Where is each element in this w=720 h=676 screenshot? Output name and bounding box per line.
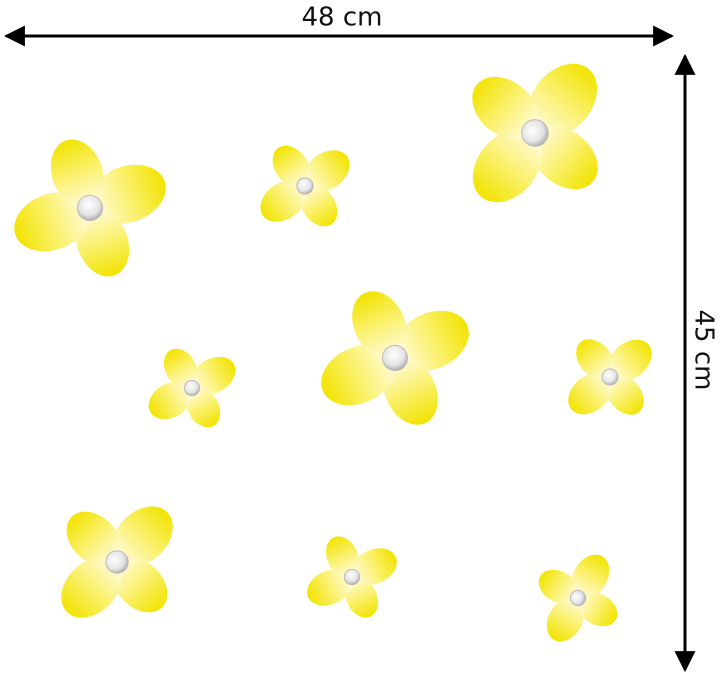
height-label: 45 cm xyxy=(689,310,719,391)
petal xyxy=(50,139,105,208)
petal xyxy=(112,506,173,567)
gem xyxy=(343,568,361,586)
flower xyxy=(568,339,652,415)
gem xyxy=(105,550,129,574)
flower xyxy=(321,291,469,425)
petal xyxy=(191,356,236,395)
petal xyxy=(14,192,90,252)
flower xyxy=(14,139,166,277)
petal xyxy=(527,63,598,138)
petal xyxy=(607,339,652,382)
petal xyxy=(260,180,307,222)
gem xyxy=(296,177,314,195)
petal xyxy=(531,126,598,190)
petal xyxy=(344,576,379,618)
gem xyxy=(381,344,409,372)
flower xyxy=(148,348,236,428)
petal xyxy=(272,145,311,188)
petal xyxy=(75,208,130,277)
petal xyxy=(568,372,613,415)
petal xyxy=(163,348,198,389)
width-label: 48 cm xyxy=(302,3,383,33)
gem xyxy=(569,589,587,607)
gem xyxy=(601,368,619,386)
petal xyxy=(303,150,350,192)
petal xyxy=(383,357,438,425)
petal xyxy=(352,291,407,359)
petal xyxy=(577,592,618,627)
petal xyxy=(394,310,469,372)
petal xyxy=(307,569,353,606)
gem xyxy=(183,379,201,397)
gem xyxy=(521,119,549,147)
petal xyxy=(325,536,360,578)
flower xyxy=(307,536,397,618)
petal xyxy=(66,511,122,567)
flower xyxy=(538,554,618,642)
flower xyxy=(260,145,350,227)
petal xyxy=(472,128,543,203)
petal xyxy=(90,164,166,224)
petal xyxy=(571,554,610,599)
petal xyxy=(321,344,396,406)
petal xyxy=(351,548,397,585)
petal xyxy=(472,76,539,140)
flowers xyxy=(14,63,652,642)
petal xyxy=(576,339,614,380)
petal xyxy=(61,557,122,618)
petal xyxy=(299,184,338,227)
flower xyxy=(61,506,173,618)
petal xyxy=(606,374,644,415)
petal xyxy=(112,557,168,613)
flower xyxy=(472,63,598,203)
petal xyxy=(186,387,221,428)
petal xyxy=(148,381,193,420)
gem xyxy=(76,194,104,222)
petal xyxy=(546,597,585,642)
petal xyxy=(538,569,579,604)
